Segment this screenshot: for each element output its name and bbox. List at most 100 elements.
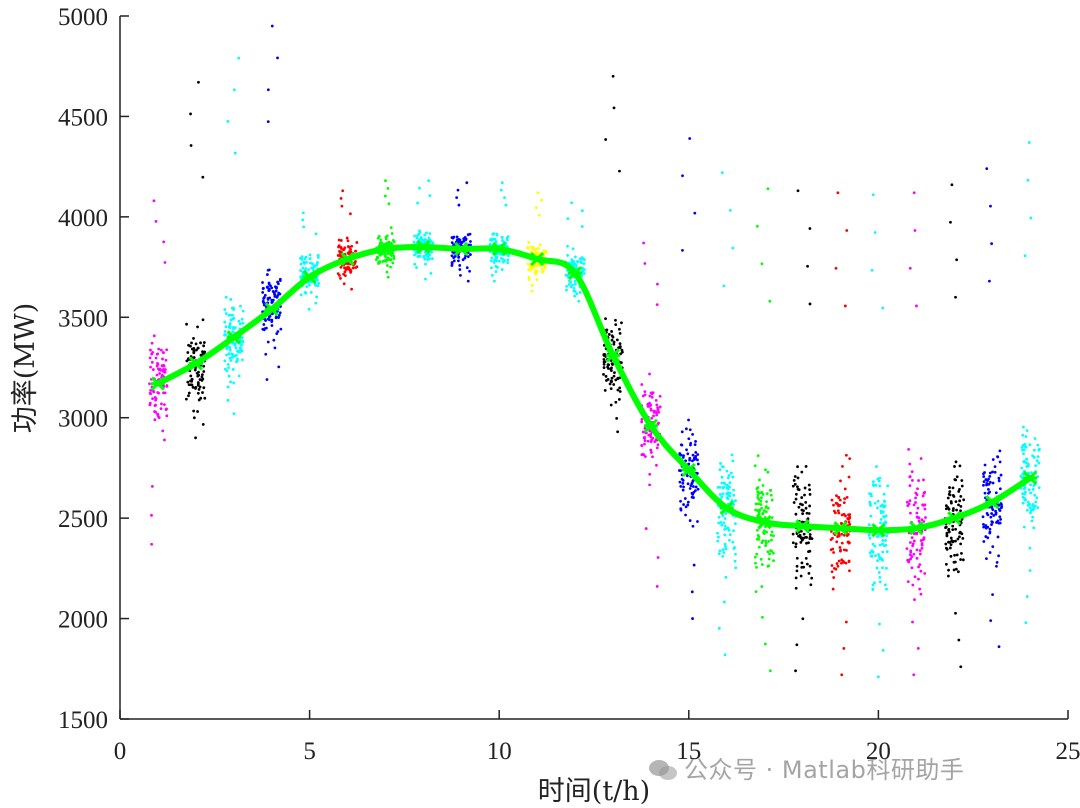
scatter-point: [723, 524, 727, 528]
scatter-point: [582, 272, 586, 275]
scatter-point: [686, 503, 690, 507]
x-tick-label: 25: [1056, 738, 1080, 765]
scatter-point: [237, 350, 240, 354]
scatter-point: [233, 151, 237, 155]
scatter-point: [651, 455, 654, 459]
scatter-point: [415, 234, 419, 238]
scatter-point: [985, 167, 989, 171]
scatter-point: [457, 259, 460, 263]
scatter-point: [656, 408, 660, 412]
scatter-point: [947, 540, 950, 544]
scatter-point: [989, 619, 993, 623]
scatter-point: [696, 453, 700, 456]
scatter-point: [270, 324, 274, 327]
scatter-point: [1028, 502, 1031, 506]
scatter-point: [922, 478, 925, 482]
scatter-point: [650, 392, 654, 396]
scatter-point: [878, 622, 881, 626]
scatter-point: [228, 356, 232, 360]
scatter-point: [456, 188, 460, 192]
scatter-point: [770, 538, 773, 542]
scatter-point: [1029, 509, 1033, 512]
scatter-point: [346, 251, 350, 255]
scatter-point: [753, 464, 757, 468]
scatter-point: [602, 372, 605, 376]
scatter-point: [1022, 459, 1026, 463]
scatter-point: [572, 289, 576, 293]
scatter-point: [278, 311, 282, 315]
scatter-point: [725, 469, 729, 473]
scatter-point: [832, 503, 835, 507]
scatter-point: [914, 496, 918, 500]
scatter-point: [574, 265, 578, 269]
scatter-point: [917, 565, 920, 569]
scatter-point: [847, 560, 851, 564]
scatter-point: [847, 517, 851, 521]
scatter-point: [882, 515, 886, 519]
scatter-point: [355, 241, 359, 244]
scatter-point: [799, 536, 803, 540]
scatter-point: [917, 516, 921, 520]
scatter-point: [867, 523, 871, 527]
scatter-point: [157, 347, 161, 351]
scatter-point: [237, 319, 241, 323]
scatter-point: [618, 345, 622, 348]
scatter-point: [960, 552, 963, 555]
scatter-point: [960, 479, 964, 482]
scatter-point: [998, 509, 1002, 512]
scatter-point: [264, 326, 268, 330]
scatter-point: [947, 530, 951, 534]
scatter-point: [946, 506, 950, 509]
scatter-point: [962, 498, 966, 502]
scatter-point: [227, 374, 231, 378]
scatter-point: [148, 382, 151, 386]
scatter-point: [766, 564, 770, 568]
y-axis-title: 功率(MW): [10, 303, 41, 433]
scatter-point: [838, 546, 842, 549]
scatter-point: [769, 549, 772, 552]
scatter-point: [869, 514, 873, 518]
scatter-point: [304, 267, 308, 270]
scatter-point: [732, 493, 736, 497]
scatter-point: [231, 353, 235, 357]
scatter-point: [1028, 443, 1032, 447]
scatter-point: [427, 179, 431, 183]
x-tick-label: 20: [866, 738, 891, 765]
scatter-point: [161, 357, 164, 361]
scatter-point: [1020, 466, 1024, 470]
scatter-point: [755, 565, 758, 569]
scatter-point: [915, 556, 919, 560]
scatter-point: [316, 284, 320, 288]
scatter-point: [987, 491, 990, 495]
scatter-point: [684, 427, 688, 431]
scatter-point: [803, 486, 807, 490]
scatter-point: [266, 120, 270, 124]
scatter-point: [952, 568, 956, 572]
scatter-point: [984, 524, 988, 527]
scatter-point: [916, 647, 920, 650]
scatter-point: [726, 491, 730, 495]
scatter-point: [843, 487, 847, 491]
scatter-point: [944, 546, 948, 550]
scatter-point: [154, 398, 157, 402]
scatter-point: [912, 532, 916, 536]
scatter-point: [847, 513, 850, 517]
scatter-point: [720, 475, 724, 479]
scatter-point: [491, 237, 495, 241]
scatter-point: [908, 541, 912, 544]
scatter-point: [830, 564, 834, 567]
scatter-point: [756, 502, 760, 506]
scatter-point: [834, 266, 838, 270]
scatter-point: [1037, 461, 1041, 465]
scatter-point: [602, 362, 606, 366]
scatter-point: [691, 479, 695, 483]
scatter-point: [727, 528, 731, 532]
scatter-point: [163, 261, 167, 264]
scatter-point: [226, 398, 230, 402]
scatter-point: [982, 525, 986, 529]
scatter-point: [1025, 595, 1029, 598]
scatter-point: [734, 566, 738, 570]
scatter-point: [693, 443, 697, 447]
scatter-point: [492, 261, 496, 264]
scatter-point: [1022, 425, 1025, 429]
